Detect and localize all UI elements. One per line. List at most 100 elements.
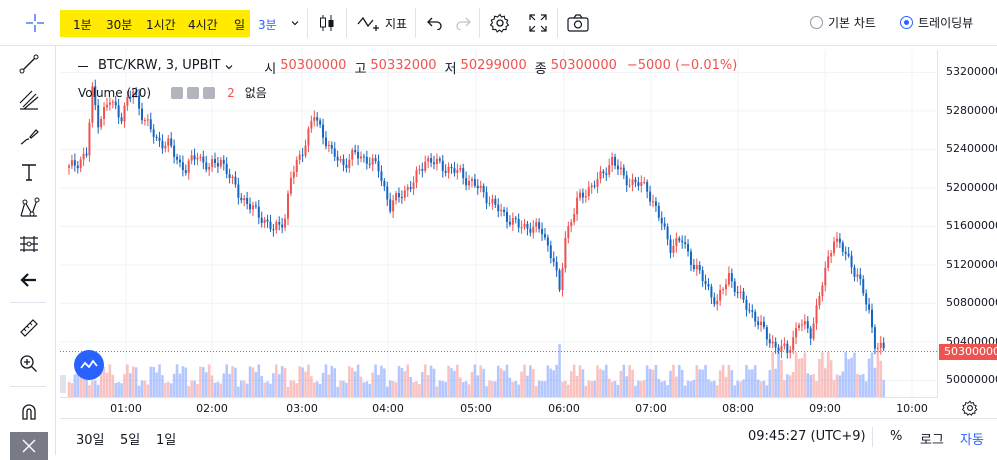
candle-body	[733, 281, 736, 293]
candle-body	[435, 158, 438, 165]
pattern-icon[interactable]	[14, 194, 44, 222]
volume-bar	[374, 364, 377, 397]
volume-bar	[809, 375, 812, 397]
candle-body	[465, 178, 468, 186]
fullscreen-icon[interactable]	[525, 10, 551, 36]
volume-bar	[76, 364, 80, 397]
candle-body	[722, 289, 725, 291]
candle-body	[339, 159, 342, 161]
chevron-down-icon[interactable]	[224, 62, 234, 72]
candle-body	[751, 310, 754, 312]
scroll-handle[interactable]	[60, 375, 66, 393]
candle-body	[666, 226, 669, 240]
volume-bar	[213, 382, 217, 397]
volume-bar	[572, 364, 576, 397]
candle-body	[830, 253, 833, 257]
realtime-bubble-icon[interactable]	[74, 350, 104, 380]
timeframe-selected[interactable]: 3분	[258, 18, 277, 32]
timeframe-1d[interactable]: 일	[234, 18, 246, 32]
volume-bar	[730, 370, 734, 397]
candle-body	[491, 198, 494, 204]
undo-icon[interactable]	[422, 10, 448, 36]
candle-body	[187, 160, 190, 173]
candle-body	[310, 120, 313, 129]
arrow-left-icon[interactable]	[14, 266, 44, 294]
volume-bar	[295, 383, 299, 397]
settings-icon[interactable]	[187, 86, 200, 99]
volume-bar	[786, 374, 789, 397]
candle-body	[608, 165, 611, 175]
redo-icon[interactable]	[450, 10, 476, 36]
candle-body	[345, 164, 348, 168]
volume-bar	[458, 377, 462, 397]
volume-bar	[733, 385, 737, 397]
symbol-label[interactable]: BTC/KRW, 3, UPBIT	[98, 58, 221, 73]
chevron-down-icon[interactable]	[288, 10, 302, 36]
settings-gear-icon[interactable]	[487, 10, 513, 36]
candle-body	[757, 321, 760, 326]
volume-bar	[756, 379, 760, 397]
fib-lines-icon[interactable]	[14, 86, 44, 114]
eye-icon[interactable]	[171, 86, 184, 99]
volume-bar	[202, 367, 205, 397]
indicators-button[interactable]: 지표	[352, 10, 412, 36]
candle-body	[698, 265, 701, 271]
candle-body	[579, 192, 581, 198]
trend-line-icon[interactable]	[14, 50, 44, 78]
volume-bar	[642, 380, 646, 397]
timeframe-1m[interactable]: 1분	[73, 18, 92, 32]
volume-bar	[383, 368, 386, 397]
volume-bar	[640, 381, 643, 397]
volume-bar	[283, 367, 287, 397]
basic-chart-option[interactable]: 기본 차트	[810, 14, 876, 31]
timeframe-4h[interactable]: 4시간	[188, 18, 218, 32]
candle-body	[783, 343, 786, 346]
candle-body	[126, 97, 129, 106]
lock-drawings-icon[interactable]	[10, 432, 48, 460]
candle-body	[450, 166, 453, 169]
volume-bar	[750, 369, 754, 397]
auto-toggle[interactable]: 자동	[960, 433, 984, 448]
volume-bar	[657, 378, 661, 397]
volume-bar	[689, 381, 693, 397]
candle-type-icon[interactable]	[314, 10, 340, 36]
volume-label[interactable]: Volume (20)	[78, 85, 152, 100]
magnet-icon[interactable]	[14, 398, 44, 426]
volume-bar	[815, 381, 818, 397]
crosshair-icon[interactable]	[22, 10, 48, 36]
volume-bar	[362, 382, 366, 397]
percent-toggle[interactable]: %	[890, 429, 903, 444]
brush-icon[interactable]	[14, 122, 44, 150]
close-icon[interactable]	[203, 86, 216, 99]
log-toggle[interactable]: 로그	[920, 433, 944, 448]
text-tool-icon[interactable]	[14, 158, 44, 186]
candle-body	[555, 261, 558, 271]
volume-bar	[82, 366, 85, 397]
tradingview-option[interactable]: 트레이딩뷰	[900, 14, 973, 31]
volume-bar	[680, 369, 684, 397]
candle-body	[424, 161, 427, 171]
camera-snapshot-icon[interactable]	[565, 10, 591, 36]
volume-bar	[73, 374, 77, 397]
axis-settings-gear-icon[interactable]	[958, 398, 982, 418]
candle-body	[748, 309, 751, 311]
close-label: 종	[534, 62, 547, 77]
candle-body	[278, 222, 281, 225]
volume-bar	[423, 364, 427, 397]
range-30d[interactable]: 30일	[76, 433, 105, 448]
candle-body	[68, 165, 70, 168]
price-chart[interactable]	[60, 50, 937, 398]
range-1d[interactable]: 1일	[156, 433, 177, 448]
volume-bar	[686, 380, 690, 397]
candle-body	[654, 201, 657, 206]
timeframe-30m[interactable]: 30분	[106, 18, 133, 32]
ruler-icon[interactable]	[14, 314, 44, 342]
range-5d[interactable]: 5일	[120, 433, 141, 448]
volume-bar	[368, 384, 372, 397]
volume-bar	[523, 364, 526, 397]
collapse-legend-icon[interactable]	[78, 66, 88, 67]
clock-label[interactable]: 09:45:27 (UTC+9)	[748, 429, 866, 444]
timeframe-1h[interactable]: 1시간	[146, 18, 176, 32]
zoom-in-icon[interactable]	[14, 350, 44, 378]
prediction-icon[interactable]	[14, 230, 44, 258]
